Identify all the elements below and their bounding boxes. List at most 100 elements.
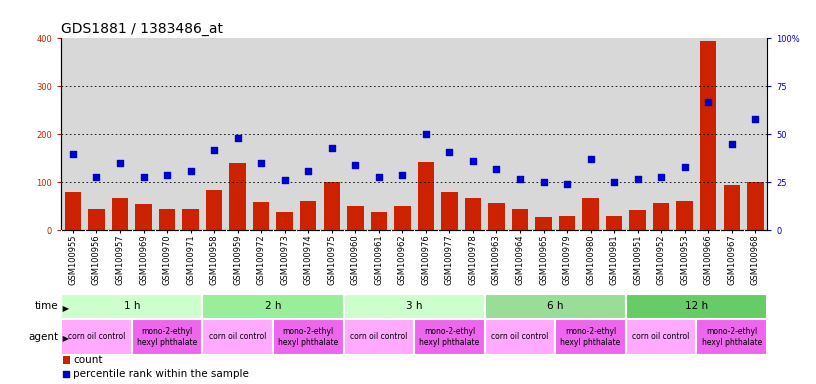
Point xyxy=(702,99,715,105)
Text: 12 h: 12 h xyxy=(685,301,708,311)
Point xyxy=(537,179,550,185)
Point xyxy=(513,175,526,182)
Text: corn oil control: corn oil control xyxy=(632,333,690,341)
Bar xyxy=(464,198,481,230)
Text: mono-2-ethyl
hexyl phthalate: mono-2-ethyl hexyl phthalate xyxy=(278,327,339,347)
Bar xyxy=(296,38,320,230)
Point xyxy=(631,175,644,182)
Bar xyxy=(743,38,767,230)
Bar xyxy=(418,162,434,230)
Bar xyxy=(626,38,650,230)
Bar xyxy=(555,319,626,355)
Text: ▶: ▶ xyxy=(60,304,69,313)
Bar xyxy=(64,192,82,230)
Point xyxy=(678,164,691,170)
Text: count: count xyxy=(73,355,103,365)
Bar xyxy=(724,185,740,230)
Bar xyxy=(629,210,646,230)
Bar xyxy=(159,209,175,230)
Text: 6 h: 6 h xyxy=(547,301,564,311)
Bar xyxy=(253,202,269,230)
Point xyxy=(348,162,361,168)
Text: mono-2-ethyl
hexyl phthalate: mono-2-ethyl hexyl phthalate xyxy=(419,327,480,347)
Point xyxy=(419,131,432,137)
Point xyxy=(60,371,73,377)
Bar xyxy=(485,319,555,355)
Bar xyxy=(179,38,202,230)
Text: GDS1881 / 1383486_at: GDS1881 / 1383486_at xyxy=(61,22,224,36)
Bar xyxy=(202,38,226,230)
Point xyxy=(278,177,291,184)
Bar xyxy=(394,207,410,230)
Bar xyxy=(112,198,128,230)
Bar xyxy=(344,319,414,355)
Point xyxy=(467,158,480,164)
Bar xyxy=(485,294,626,319)
Bar xyxy=(532,38,555,230)
Point xyxy=(725,141,738,147)
Bar xyxy=(583,198,599,230)
Point xyxy=(654,174,667,180)
Bar xyxy=(320,38,344,230)
Text: corn oil control: corn oil control xyxy=(68,333,125,341)
Text: 2 h: 2 h xyxy=(264,301,282,311)
Point xyxy=(396,172,409,178)
Bar xyxy=(202,294,344,319)
Bar xyxy=(747,182,764,230)
Text: 1 h: 1 h xyxy=(123,301,140,311)
Point xyxy=(231,135,244,141)
Bar xyxy=(182,209,199,230)
Text: time: time xyxy=(35,301,59,311)
Bar xyxy=(720,38,743,230)
Bar xyxy=(676,200,693,230)
Point xyxy=(490,166,503,172)
Bar xyxy=(135,204,152,230)
Point xyxy=(749,116,762,122)
Bar xyxy=(155,38,179,230)
Text: percentile rank within the sample: percentile rank within the sample xyxy=(73,369,249,379)
Text: ▶: ▶ xyxy=(60,334,69,343)
Text: 3 h: 3 h xyxy=(406,301,423,311)
Point xyxy=(207,147,220,153)
Bar xyxy=(437,38,461,230)
Bar xyxy=(88,209,104,230)
Text: mono-2-ethyl
hexyl phthalate: mono-2-ethyl hexyl phthalate xyxy=(561,327,621,347)
Point xyxy=(161,172,174,178)
Point xyxy=(66,151,79,157)
Text: mono-2-ethyl
hexyl phthalate: mono-2-ethyl hexyl phthalate xyxy=(702,327,762,347)
Point xyxy=(184,168,197,174)
Bar xyxy=(555,38,579,230)
Bar xyxy=(461,38,485,230)
Bar xyxy=(131,38,155,230)
Bar xyxy=(61,294,202,319)
Bar xyxy=(226,38,250,230)
Point xyxy=(561,181,574,187)
Point xyxy=(584,156,597,162)
Bar xyxy=(300,200,317,230)
Bar xyxy=(673,38,696,230)
Bar xyxy=(626,294,767,319)
Bar xyxy=(605,216,623,230)
Bar xyxy=(508,38,532,230)
Bar xyxy=(535,217,552,230)
Point xyxy=(302,168,315,174)
Bar xyxy=(485,38,508,230)
Text: corn oil control: corn oil control xyxy=(350,333,407,341)
Bar xyxy=(650,38,673,230)
Point xyxy=(137,174,150,180)
Text: agent: agent xyxy=(29,332,59,342)
Text: corn oil control: corn oil control xyxy=(209,333,266,341)
Bar xyxy=(277,212,293,230)
Bar xyxy=(273,319,344,355)
Bar xyxy=(206,190,223,230)
Bar xyxy=(347,207,364,230)
Bar xyxy=(700,41,716,230)
Bar xyxy=(63,356,69,364)
Point xyxy=(608,179,621,185)
Bar xyxy=(441,192,458,230)
Bar xyxy=(696,38,720,230)
Bar xyxy=(61,38,85,230)
Bar xyxy=(370,212,387,230)
Bar xyxy=(229,163,246,230)
Bar xyxy=(344,294,485,319)
